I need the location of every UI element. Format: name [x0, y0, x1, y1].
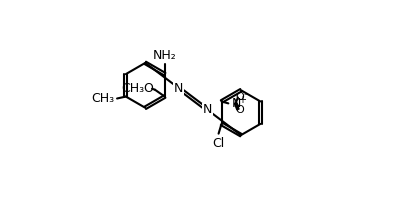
Text: O: O — [236, 105, 244, 115]
Text: CH₃: CH₃ — [91, 92, 114, 105]
Text: Cl: Cl — [212, 137, 225, 149]
Text: O⁻: O⁻ — [236, 91, 250, 102]
Text: NH₂: NH₂ — [153, 49, 177, 62]
Text: O: O — [143, 82, 152, 95]
Text: CH₃: CH₃ — [121, 82, 144, 95]
Text: N: N — [203, 103, 212, 116]
Text: N: N — [232, 97, 242, 110]
Text: N: N — [174, 82, 183, 95]
Text: +: + — [238, 95, 246, 106]
